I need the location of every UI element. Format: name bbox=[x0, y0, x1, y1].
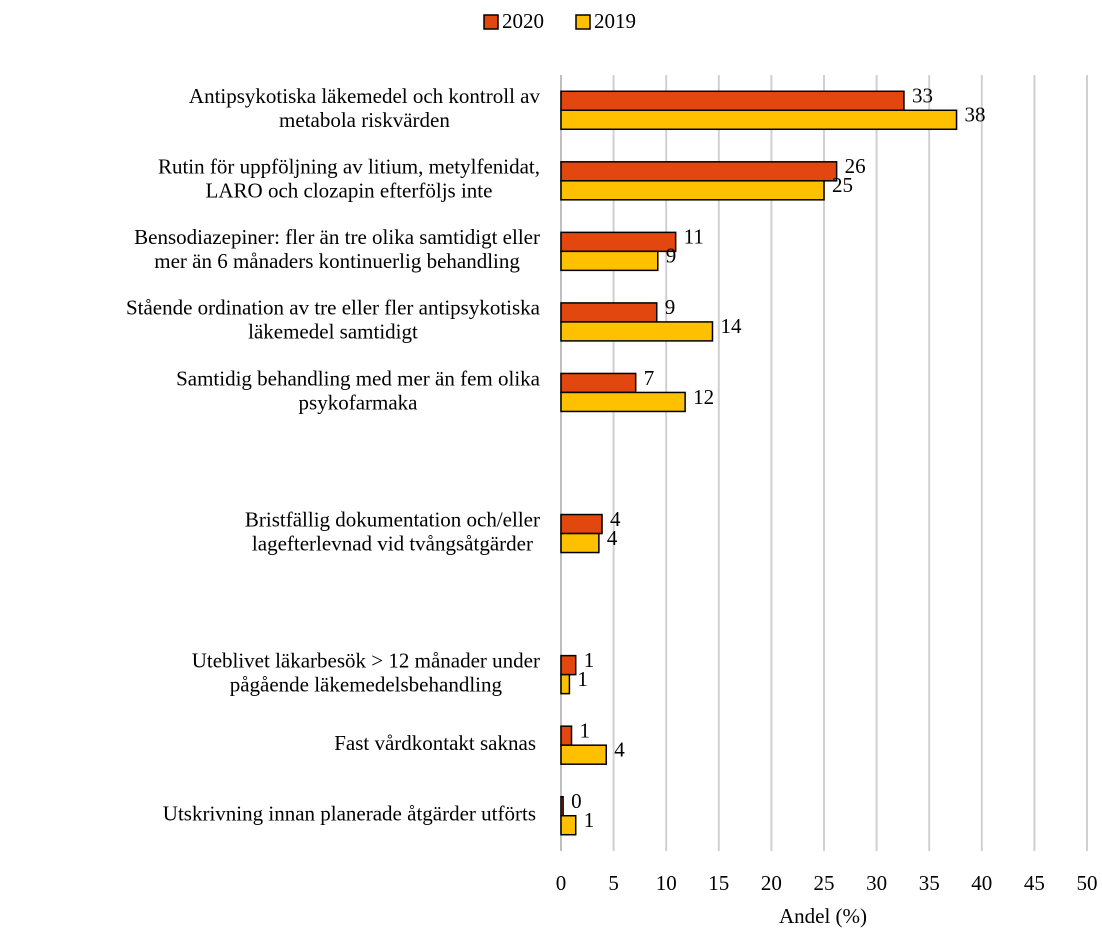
x-tick-label: 45 bbox=[1024, 871, 1045, 895]
value-label: 9 bbox=[665, 295, 676, 319]
legend-label: 2019 bbox=[594, 9, 636, 33]
legend-label: 2020 bbox=[502, 9, 544, 33]
value-label: 9 bbox=[666, 244, 677, 268]
y-tick-label: mer än 6 månaders kontinuerlig behandlin… bbox=[154, 249, 520, 273]
y-tick-label: Antipsykotiska läkemedel och kontroll av bbox=[189, 84, 541, 108]
bar bbox=[560, 90, 905, 112]
y-tick-label: Samtidig behandling med mer än fem olika bbox=[176, 366, 541, 390]
y-tick-label: Fast vårdkontakt saknas bbox=[334, 731, 536, 755]
bar bbox=[560, 654, 577, 676]
legend-swatch bbox=[483, 14, 499, 30]
value-label: 4 bbox=[614, 737, 625, 761]
x-tick-label: 35 bbox=[919, 871, 940, 895]
x-tick-label: 40 bbox=[971, 871, 992, 895]
value-label: 33 bbox=[912, 84, 933, 108]
bar bbox=[560, 180, 825, 201]
bar bbox=[560, 513, 603, 535]
legend-swatch bbox=[575, 14, 591, 30]
value-label: 14 bbox=[720, 314, 742, 338]
value-label: 1 bbox=[584, 808, 595, 832]
value-label: 7 bbox=[644, 366, 655, 390]
x-tick-label: 50 bbox=[1077, 871, 1098, 895]
value-label: 4 bbox=[607, 526, 618, 550]
x-axis-title: Andel (%) bbox=[779, 904, 867, 928]
bar bbox=[560, 321, 714, 342]
bar bbox=[560, 372, 637, 394]
bar bbox=[560, 814, 577, 836]
bar bbox=[560, 109, 958, 131]
y-tick-label: Bristfällig dokumentation och/eller bbox=[245, 507, 540, 531]
x-tick-label: 25 bbox=[814, 871, 835, 895]
bar bbox=[560, 744, 607, 765]
y-tick-label: Uteblivet läkarbesök > 12 månader under bbox=[192, 648, 540, 672]
value-label: 11 bbox=[684, 225, 704, 249]
y-tick-label: Stående ordination av tre eller fler ant… bbox=[126, 296, 541, 320]
y-tick-label: lagefterlevnad vid tvångsåtgärder bbox=[252, 531, 533, 555]
value-label: 38 bbox=[965, 103, 986, 127]
x-tick-label: 15 bbox=[708, 871, 729, 895]
value-label: 12 bbox=[693, 385, 714, 409]
bar bbox=[560, 795, 564, 817]
bar bbox=[560, 532, 600, 554]
bar bbox=[560, 673, 571, 695]
y-tick-label: Bensodiazepiner: fler än tre olika samti… bbox=[134, 225, 540, 249]
bar bbox=[560, 725, 573, 746]
value-label: 25 bbox=[832, 173, 853, 197]
x-tick-label: 0 bbox=[556, 871, 567, 895]
value-label: 0 bbox=[571, 789, 582, 813]
value-label: 1 bbox=[577, 667, 588, 691]
y-tick-label: Rutin för uppföljning av litium, metylfe… bbox=[158, 155, 540, 179]
x-tick-label: 20 bbox=[761, 871, 782, 895]
x-tick-label: 30 bbox=[866, 871, 887, 895]
value-label: 1 bbox=[580, 718, 591, 742]
bar bbox=[560, 391, 686, 413]
y-tick-label: pågående läkemedelsbehandling bbox=[230, 672, 503, 696]
y-tick-label: metabola riskvärden bbox=[279, 108, 450, 132]
y-tick-label: LARO och clozapin efterföljs inte bbox=[206, 179, 493, 203]
bar bbox=[560, 250, 659, 272]
y-tick-label: Utskrivning innan planerade åtgärder utf… bbox=[163, 802, 536, 826]
value-label: 4 bbox=[610, 507, 621, 531]
y-tick-label: psykofarmaka bbox=[299, 390, 419, 414]
bar bbox=[560, 231, 677, 253]
x-tick-label: 5 bbox=[608, 871, 619, 895]
value-label: 1 bbox=[584, 648, 595, 672]
bar bbox=[560, 161, 838, 182]
bar bbox=[560, 302, 658, 323]
x-tick-label: 10 bbox=[656, 871, 677, 895]
value-label: 26 bbox=[845, 154, 866, 178]
y-tick-label: läkemedel samtidigt bbox=[248, 320, 418, 344]
